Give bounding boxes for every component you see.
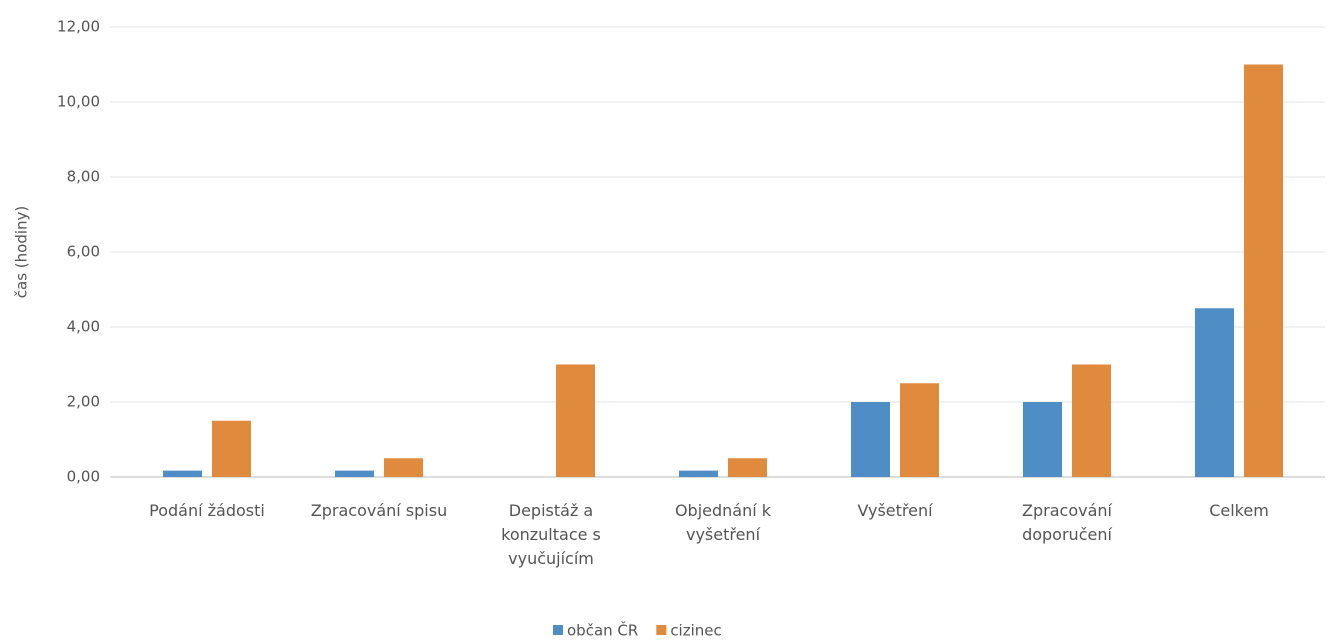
x-tick-label: Zpracování spisu xyxy=(310,501,448,520)
bar xyxy=(1023,402,1062,477)
y-tick-label: 2,00 xyxy=(67,393,100,411)
legend-label: občan ČR xyxy=(567,621,638,640)
y-axis-label: čas (hodiny) xyxy=(13,206,31,298)
x-tick-label: Zpracování doporučení xyxy=(1022,501,1112,544)
bar xyxy=(163,470,202,477)
y-tick-label: 0,00 xyxy=(67,468,100,486)
y-tick-label: 12,00 xyxy=(57,18,100,36)
bar xyxy=(728,458,767,477)
y-tick-label: 6,00 xyxy=(67,243,100,261)
bar xyxy=(851,402,890,477)
bar xyxy=(384,458,423,477)
y-tick-label: 10,00 xyxy=(57,93,100,111)
bar xyxy=(1195,308,1234,477)
bar xyxy=(212,420,251,477)
x-tick-label: Depistáž a konzultace s vyučujícím xyxy=(501,501,601,568)
legend-swatch xyxy=(656,625,667,635)
y-tick-label: 4,00 xyxy=(67,318,100,336)
y-tick-label: 8,00 xyxy=(67,168,100,186)
x-tick-label: Celkem xyxy=(1209,501,1269,520)
bar xyxy=(1072,364,1111,477)
bar xyxy=(335,470,374,477)
bar xyxy=(1244,64,1283,477)
x-tick-label: Podání žádosti xyxy=(149,501,265,520)
bar xyxy=(556,364,595,477)
bar xyxy=(900,383,939,477)
x-tick-label: Objednání k vyšetření xyxy=(674,501,772,544)
x-tick-label: Vyšetření xyxy=(857,501,933,520)
legend-swatch xyxy=(553,625,563,635)
legend-label: cizinec xyxy=(670,622,721,640)
bar xyxy=(679,470,718,477)
